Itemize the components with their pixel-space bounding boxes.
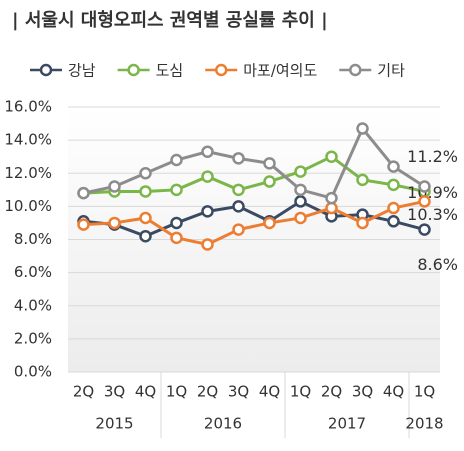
data-point [418, 223, 431, 236]
data-point [294, 183, 307, 197]
y-tick-label: 4.0% [14, 296, 52, 314]
data-point [201, 145, 214, 158]
data-point [356, 173, 369, 187]
data-point [325, 191, 338, 205]
legend-label: 도심 [156, 62, 184, 80]
legend-marker [214, 63, 228, 77]
data-point [232, 183, 245, 197]
data-point [232, 152, 245, 165]
x-tick-label: 3Q [228, 383, 249, 401]
data-point [170, 153, 183, 167]
x-tick-label: 2Q [197, 383, 218, 401]
legend-label: 마포/여의도 [243, 62, 317, 80]
data-point [77, 218, 90, 231]
legend-marker [39, 63, 53, 77]
data-point [263, 157, 276, 170]
x-tick-label: 1Q [166, 383, 187, 401]
data-point [201, 238, 214, 251]
data-point [139, 185, 152, 198]
x-tick-label: 4Q [135, 383, 156, 401]
x-tick-label: 1Q [290, 383, 311, 401]
x-tick-label: 2Q [73, 383, 94, 401]
data-label: 11.2% [407, 147, 458, 166]
data-point [356, 122, 369, 135]
legend-marker [127, 63, 140, 77]
data-point [232, 223, 245, 236]
data-point [387, 215, 400, 228]
legend-label: 강남 [68, 62, 96, 80]
x-tick-label: 1Q [414, 383, 435, 401]
legend-marker [349, 63, 362, 77]
data-point [170, 216, 183, 230]
data-label: 8.6% [417, 255, 458, 274]
data-point [387, 201, 400, 215]
data-point [170, 231, 183, 245]
data-point [418, 180, 431, 193]
data-point [108, 216, 121, 230]
data-point [201, 205, 214, 218]
data-point [170, 183, 183, 197]
x-group-label: 2018 [405, 415, 443, 433]
data-point [294, 211, 307, 225]
x-group-label: 2017 [328, 415, 366, 433]
x-tick-label: 4Q [383, 383, 404, 401]
chart-title: | 서울시 대형오피스 권역별 공실률 추이 | [12, 10, 328, 31]
data-point [201, 170, 214, 183]
data-point [77, 186, 90, 200]
y-tick-label: 2.0% [14, 329, 52, 347]
data-point [387, 178, 400, 192]
data-label: 10.3% [407, 205, 458, 224]
y-tick-label: 12.0% [4, 164, 52, 182]
data-point [232, 200, 245, 213]
y-tick-label: 6.0% [14, 263, 52, 281]
y-tick-label: 0.0% [14, 363, 52, 381]
x-group-label: 2015 [95, 415, 133, 433]
x-tick-label: 3Q [352, 383, 373, 401]
data-point [418, 195, 431, 208]
x-tick-label: 3Q [104, 383, 125, 401]
y-tick-label: 8.0% [14, 230, 52, 248]
data-point [263, 175, 276, 188]
data-point [294, 195, 307, 208]
data-point [139, 229, 152, 243]
legend-label: 기타 [377, 62, 405, 80]
y-tick-label: 16.0% [4, 98, 52, 116]
data-point [356, 216, 369, 230]
data-point [139, 167, 152, 180]
x-tick-label: 2Q [321, 383, 342, 401]
y-tick-label: 14.0% [4, 131, 52, 149]
data-point [139, 211, 152, 225]
data-point [325, 201, 338, 215]
data-point [263, 216, 276, 230]
data-point [294, 165, 307, 178]
data-point [387, 160, 400, 173]
x-group-label: 2016 [204, 415, 242, 433]
data-point [325, 150, 338, 163]
y-tick-label: 10.0% [4, 197, 52, 215]
data-label: 10.9% [407, 183, 458, 202]
data-point [108, 180, 121, 193]
x-tick-label: 4Q [259, 383, 280, 401]
